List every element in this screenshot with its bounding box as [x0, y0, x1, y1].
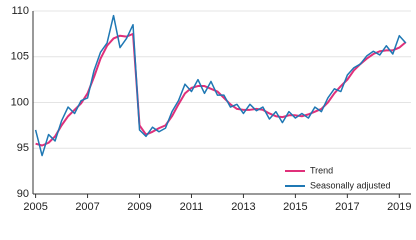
legend-label: Trend — [310, 165, 333, 175]
x-tick-label: 2005 — [23, 201, 47, 213]
x-tick-label: 2019 — [387, 201, 411, 213]
y-tick-label: 110 — [11, 5, 29, 17]
y-tick-label: 100 — [11, 96, 29, 108]
x-tick-label: 2013 — [231, 201, 255, 213]
x-tick-label: 2009 — [127, 201, 151, 213]
chart: 90 95 100 105 110 2005 2007 2009 2011 2013 2015 201… — [0, 0, 416, 227]
x-tick-label: 2015 — [283, 201, 307, 213]
y-tick-label: 95 — [17, 142, 29, 154]
y-tick-label: 90 — [17, 188, 29, 200]
y-tick-label: 105 — [11, 51, 29, 63]
x-tick-label: 2007 — [75, 201, 99, 213]
legend-label: Seasonally adjusted — [310, 180, 391, 190]
x-tick-label: 2011 — [180, 201, 204, 213]
background — [0, 0, 416, 227]
x-tick-label: 2017 — [335, 201, 359, 213]
series-line — [34, 14, 407, 157]
